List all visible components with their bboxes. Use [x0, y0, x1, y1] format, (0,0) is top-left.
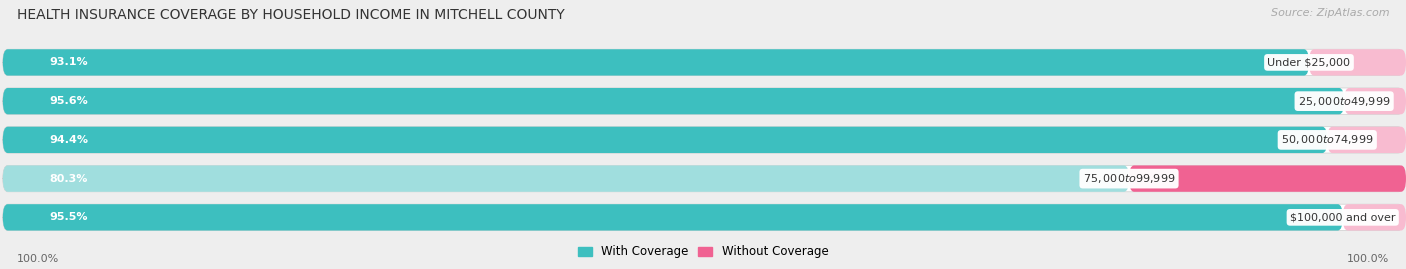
- Text: 80.3%: 80.3%: [49, 174, 87, 184]
- FancyBboxPatch shape: [1129, 165, 1406, 192]
- FancyBboxPatch shape: [3, 88, 1344, 114]
- Text: 95.5%: 95.5%: [49, 212, 87, 222]
- FancyBboxPatch shape: [3, 127, 1403, 153]
- Text: $100,000 and over: $100,000 and over: [1289, 212, 1396, 222]
- FancyBboxPatch shape: [1327, 127, 1406, 153]
- Text: 95.6%: 95.6%: [49, 96, 89, 106]
- FancyBboxPatch shape: [1344, 88, 1406, 114]
- FancyBboxPatch shape: [1309, 49, 1406, 76]
- FancyBboxPatch shape: [3, 204, 1403, 231]
- Text: 93.1%: 93.1%: [49, 57, 87, 68]
- Text: Source: ZipAtlas.com: Source: ZipAtlas.com: [1271, 8, 1389, 18]
- FancyBboxPatch shape: [3, 88, 1403, 114]
- Text: 100.0%: 100.0%: [1347, 254, 1389, 264]
- FancyBboxPatch shape: [3, 49, 1403, 76]
- FancyBboxPatch shape: [1343, 204, 1406, 231]
- Text: 94.4%: 94.4%: [49, 135, 89, 145]
- Text: HEALTH INSURANCE COVERAGE BY HOUSEHOLD INCOME IN MITCHELL COUNTY: HEALTH INSURANCE COVERAGE BY HOUSEHOLD I…: [17, 8, 565, 22]
- Text: $75,000 to $99,999: $75,000 to $99,999: [1083, 172, 1175, 185]
- Legend: With Coverage, Without Coverage: With Coverage, Without Coverage: [572, 241, 834, 263]
- FancyBboxPatch shape: [3, 127, 1327, 153]
- Text: Under $25,000: Under $25,000: [1267, 57, 1351, 68]
- FancyBboxPatch shape: [3, 204, 1343, 231]
- Text: $50,000 to $74,999: $50,000 to $74,999: [1281, 133, 1374, 146]
- FancyBboxPatch shape: [3, 165, 1129, 192]
- Text: 100.0%: 100.0%: [17, 254, 59, 264]
- Text: $25,000 to $49,999: $25,000 to $49,999: [1298, 95, 1391, 108]
- FancyBboxPatch shape: [3, 49, 1309, 76]
- FancyBboxPatch shape: [3, 165, 1403, 192]
